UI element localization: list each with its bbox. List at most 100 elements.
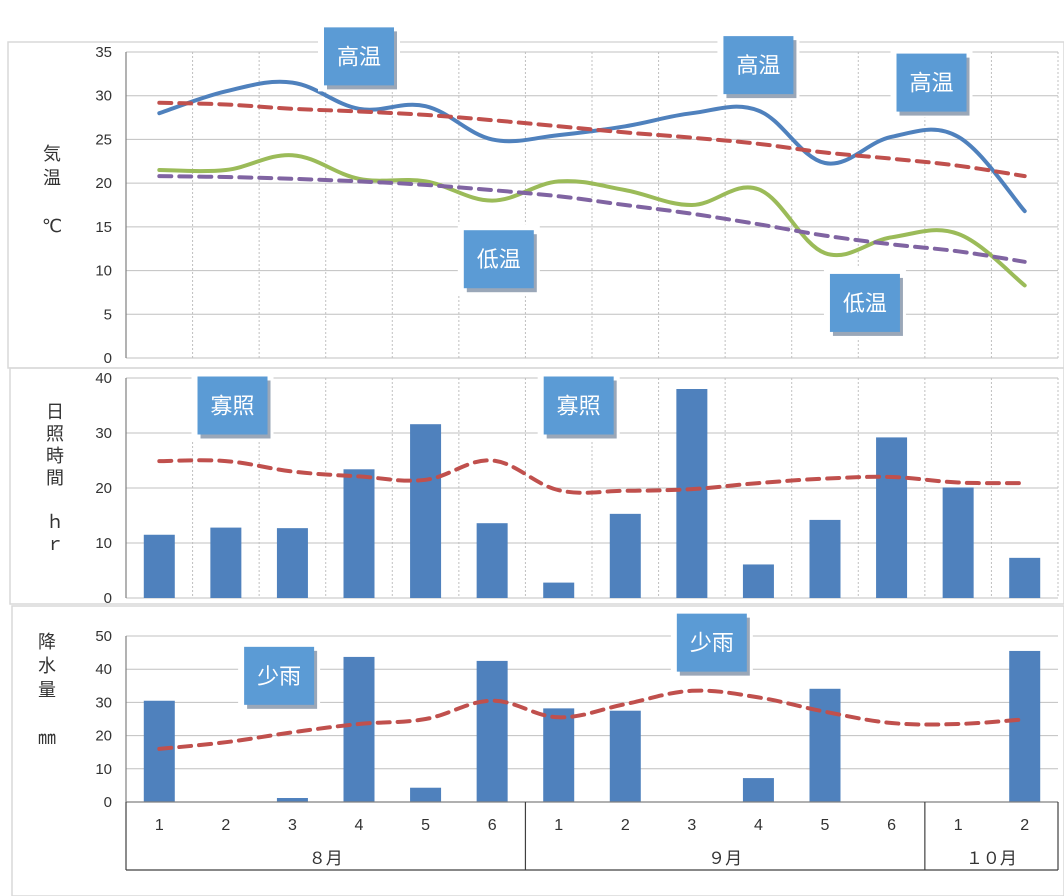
bar <box>143 700 175 802</box>
trend-line <box>157 458 1027 495</box>
x-tick-label: 3 <box>687 817 696 834</box>
bar <box>276 798 308 802</box>
bar <box>609 513 641 598</box>
y-tick-label: 30 <box>95 425 112 442</box>
y-tick-label: 10 <box>95 263 112 280</box>
y-tick-label: 40 <box>95 370 112 387</box>
bar <box>676 389 708 598</box>
annotation-text: 少雨 <box>257 665 301 690</box>
trend-line <box>157 688 1027 751</box>
y-tick-label: 50 <box>95 628 112 645</box>
y-axis-title-char: 時 <box>46 446 64 467</box>
bar <box>809 688 841 802</box>
annotation-label: 高温 <box>890 47 973 118</box>
annotation-label: 寡照 <box>191 370 274 441</box>
y-tick-label: 10 <box>95 761 112 778</box>
y-axis-title-char: ｈ <box>46 512 64 533</box>
annotation-box <box>543 376 614 435</box>
y-tick-label: 20 <box>95 728 112 745</box>
annotation-label: 少雨 <box>238 640 321 711</box>
annotation-text: 高温 <box>910 72 954 97</box>
x-tick-label: 1 <box>554 817 563 834</box>
y-tick-label: 35 <box>95 44 112 61</box>
annotation-box <box>463 230 534 289</box>
bar <box>143 534 175 598</box>
annotation-text: 寡照 <box>557 395 601 420</box>
annotation-text: 高温 <box>337 45 381 70</box>
x-tick-label: 1 <box>155 817 164 834</box>
y-tick-label: 15 <box>95 219 112 236</box>
annotation-label: 低温 <box>457 224 540 295</box>
x-tick-label: 1 <box>954 817 963 834</box>
bar <box>942 487 974 598</box>
bar <box>476 660 508 802</box>
annotation-box <box>829 273 900 332</box>
y-axis-title-char: 日 <box>46 402 64 423</box>
y-tick-label: 0 <box>104 794 112 811</box>
x-tick-label: 4 <box>754 817 763 834</box>
y-tick-label: 10 <box>95 535 112 552</box>
panel-frames <box>7 41 1064 896</box>
annotation-box <box>723 36 794 95</box>
x-tick-label: 3 <box>288 817 297 834</box>
bar <box>276 528 308 598</box>
x-axis: 1 2 3 4 5 6 1 2 3 4 5 6 1 2 ８月 ９月 １０月 <box>125 801 1059 871</box>
bar <box>343 656 375 802</box>
bar <box>1009 557 1041 598</box>
bar <box>476 523 508 598</box>
annotation-label: 寡照 <box>537 370 620 441</box>
y-axis-title-char: 水 <box>38 656 56 677</box>
x-tick-label: 2 <box>1020 817 1029 834</box>
annotation-label: 高温 <box>318 21 400 92</box>
x-tick-label: 2 <box>621 817 630 834</box>
bar <box>1009 650 1041 802</box>
annotation-label: 少雨 <box>670 607 753 678</box>
y-tick-label: 20 <box>95 175 112 192</box>
y-axis-title: 気温 ℃ <box>42 144 62 237</box>
annotation-text: 低温 <box>843 292 887 317</box>
y-tick-label: 5 <box>104 306 112 323</box>
annotation-text: 低温 <box>477 248 521 273</box>
x-tick-label: 4 <box>355 817 364 834</box>
month-label: ８月 <box>309 849 343 869</box>
panel-frame <box>9 367 1064 605</box>
trend-line <box>157 174 1027 264</box>
y-tick-label: 40 <box>95 661 112 678</box>
annotation-box <box>896 53 967 112</box>
annotation-text: 高温 <box>736 54 780 79</box>
y-axis-title-char: 照 <box>46 424 64 445</box>
bar <box>210 527 242 598</box>
y-tick-label: 20 <box>95 480 112 497</box>
y-tick-label: 0 <box>104 350 112 367</box>
annotation-box <box>197 376 268 435</box>
annotation-label: 低温 <box>823 267 906 338</box>
bar <box>742 778 774 802</box>
y-axis-title-char: 間 <box>46 468 64 489</box>
y-axis-title-char: 降 <box>38 632 56 653</box>
x-tick-label: 2 <box>221 817 230 834</box>
bar <box>410 787 442 802</box>
y-axis-title-char: 量 <box>38 680 56 701</box>
annotation-label: 高温 <box>717 30 800 101</box>
y-tick-label: 30 <box>95 694 112 711</box>
bar <box>543 582 575 598</box>
annotation-text: 寡照 <box>211 395 255 420</box>
annotation-box <box>676 613 747 672</box>
y-axis-title-char: 温 <box>43 168 61 189</box>
y-axis-title-char: ｒ <box>46 534 64 555</box>
y-tick-label: 25 <box>95 131 112 148</box>
y-axis-title-char: ㎜ <box>38 728 56 749</box>
bar <box>343 469 375 598</box>
month-label: １０月 <box>966 849 1017 869</box>
x-tick-label: 5 <box>421 817 430 834</box>
month-label: ９月 <box>708 849 742 869</box>
bar <box>876 437 908 598</box>
trend-line <box>157 100 1027 179</box>
bar <box>410 424 442 598</box>
y-tick-label: 30 <box>95 88 112 105</box>
y-axis-title-char: ℃ <box>42 216 62 237</box>
